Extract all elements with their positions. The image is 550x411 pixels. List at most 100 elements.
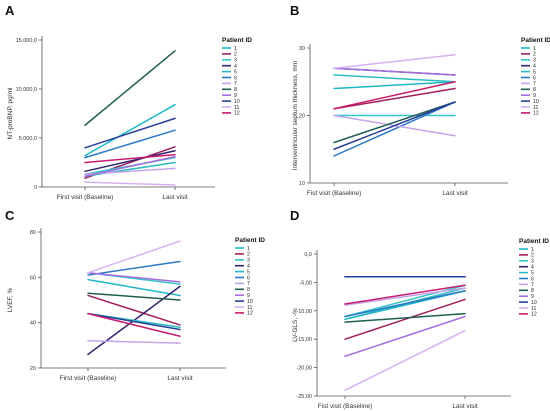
- series-line-patient-2: [333, 87, 456, 110]
- legend-label: 8: [533, 87, 536, 93]
- y-tick-label: 80: [30, 230, 36, 236]
- series-line-patient-11: [344, 329, 466, 392]
- series-line-patient-12: [87, 312, 181, 338]
- legend-title: Patient ID: [521, 37, 550, 44]
- legend-label: 5: [531, 270, 534, 276]
- legend-label: 4: [234, 64, 237, 70]
- series-line-patient-1: [333, 81, 456, 90]
- series-line-patient-8: [344, 312, 466, 323]
- y-tick-label: -15,00: [296, 337, 312, 343]
- y-tick-label: 5.000,0: [19, 136, 37, 142]
- series-line-patient-7: [87, 340, 181, 344]
- legend-label: 11: [533, 105, 538, 111]
- y-tick-label: 20: [30, 366, 36, 372]
- legend-label: 4: [247, 264, 250, 270]
- legend-label: 5: [234, 69, 237, 75]
- series-line-patient-6: [84, 129, 176, 159]
- y-tick-label: 0,0: [304, 252, 312, 258]
- y-axis-label: NT-proBNP, pg/ml: [7, 87, 14, 139]
- y-tick-label: 15.000,0: [16, 38, 37, 44]
- legend-label: 9: [531, 294, 534, 300]
- legend-label: 6: [533, 75, 536, 81]
- panel-label: A: [5, 3, 15, 18]
- legend-label: 11: [531, 306, 536, 312]
- legend-label: 7: [533, 81, 536, 87]
- x-tick-label: Last visit: [442, 190, 467, 197]
- legend-label: 1: [234, 46, 237, 52]
- y-tick-label: -5,00: [299, 280, 312, 286]
- panel-a: A 0 5.000,0 10.000,0 15.000,0 First visit (Ba…: [5, 3, 252, 201]
- series-line-patient-2: [344, 298, 466, 340]
- y-axis-label: Interventricular septum thickness, mm: [292, 61, 299, 170]
- x-tick-label: First visit (Baseline): [60, 375, 117, 382]
- legend-label: 8: [234, 87, 237, 93]
- legend-label: 2: [247, 252, 250, 258]
- legend-label: 6: [531, 276, 534, 282]
- x-tick-label: First visit (Baseline): [57, 194, 114, 201]
- panel-b: B 10 20 30 Fist visit (Baseline) Last visit In…: [290, 3, 550, 197]
- legend-label: 2: [531, 253, 534, 259]
- x-tick-label: Last visit: [162, 194, 187, 201]
- legend-label: 9: [247, 293, 250, 299]
- x-tick-label: Fist visit (Baseline): [318, 403, 373, 410]
- series-line-patient-6: [333, 101, 456, 157]
- legend-label: 3: [533, 58, 536, 64]
- y-tick-label: 10.000,0: [16, 87, 37, 93]
- series-line-patient-5: [333, 74, 456, 83]
- series-line-patient-1: [87, 278, 181, 297]
- series-line-patient-9: [333, 67, 456, 76]
- legend-label: 2: [533, 52, 536, 58]
- series-line-patient-9: [87, 272, 181, 283]
- y-tick-label: 20: [299, 114, 305, 120]
- legend-label: 8: [247, 287, 250, 293]
- legend-label: 11: [234, 105, 239, 111]
- series-line-patient-12: [333, 81, 456, 110]
- x-tick-label: Last visit: [452, 403, 477, 410]
- y-tick-label: 60: [30, 275, 36, 281]
- series-line-patient-10: [333, 101, 456, 150]
- legend-label: 7: [247, 281, 250, 287]
- series-line-patient-7: [344, 287, 466, 306]
- series-line-patient-9: [84, 155, 176, 177]
- series-line-patient-11: [84, 181, 176, 186]
- legend-label: 9: [533, 93, 536, 99]
- y-tick-label: 30: [299, 46, 305, 52]
- legend-label: 6: [247, 275, 250, 281]
- legend-label: 12: [531, 312, 537, 318]
- legend-label: 5: [533, 69, 536, 75]
- legend-label: 5: [247, 269, 250, 275]
- legend-label: 3: [247, 258, 250, 264]
- series-line-patient-2: [87, 294, 181, 326]
- legend-label: 12: [247, 311, 253, 317]
- panel-c: C 20 40 60 80 First visit (Baseline) Last visi…: [5, 208, 265, 382]
- series-line-patient-10: [87, 312, 181, 331]
- series-line-patient-10: [84, 117, 176, 149]
- legend-label: 12: [533, 111, 539, 117]
- panel-label: B: [290, 3, 299, 18]
- legend-label: 1: [533, 46, 536, 52]
- legend-label: 7: [234, 81, 237, 87]
- y-tick-label: -10,00: [296, 309, 312, 315]
- legend-title: Patient ID: [235, 237, 265, 244]
- y-axis-label: LV-GLS, -%: [292, 308, 299, 342]
- legend-title: Patient ID: [222, 37, 252, 44]
- legend-title: Patient ID: [519, 238, 549, 245]
- y-axis-label: LVEF, %: [7, 288, 14, 313]
- series-line-patient-11: [333, 54, 456, 69]
- panel-label: D: [290, 208, 299, 223]
- series-line-patient-8: [84, 50, 176, 127]
- legend-label: 7: [531, 282, 534, 288]
- x-tick-label: Fist visit (Baseline): [307, 190, 362, 197]
- legend-label: 1: [531, 247, 534, 253]
- y-tick-label: 10: [299, 181, 305, 187]
- series-line-patient-12: [344, 284, 466, 305]
- series-line-patient-1: [84, 103, 176, 157]
- y-tick-label: 40: [30, 321, 36, 327]
- panel-d: D 0,0 -5,00 -10,00 -15,00 -20,00 -25,00 Fist vi…: [290, 208, 549, 410]
- y-tick-label: 0: [34, 185, 37, 191]
- legend-label: 10: [533, 99, 539, 105]
- series-line-patient-6: [344, 290, 466, 318]
- panel-label: C: [5, 208, 15, 223]
- legend-label: 11: [247, 305, 252, 311]
